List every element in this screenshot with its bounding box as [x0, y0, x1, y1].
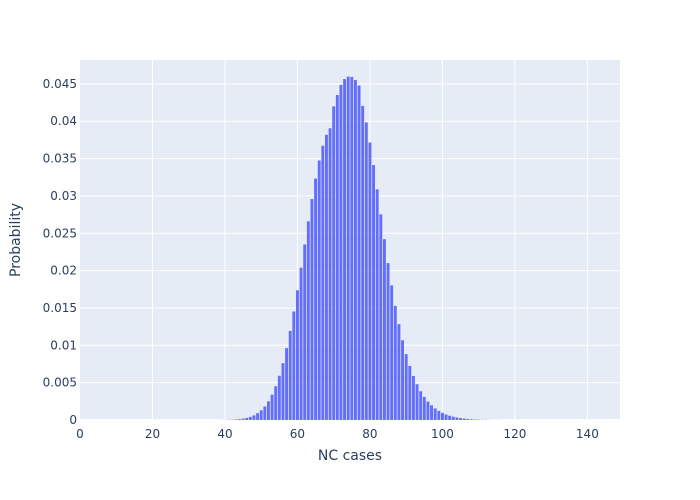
y-tick-label: 0.04: [50, 114, 77, 128]
bar: [451, 416, 455, 420]
y-tick-label: 0.035: [43, 152, 77, 166]
bar: [368, 142, 372, 420]
bar: [288, 330, 292, 420]
bar: [459, 418, 462, 420]
x-axis-title: NC cases: [318, 448, 382, 464]
bar: [372, 165, 376, 420]
y-tick-label: 0.045: [43, 77, 77, 91]
bar: [466, 418, 470, 420]
bar: [462, 418, 466, 420]
bar: [270, 394, 274, 420]
x-tick-label: 40: [217, 427, 232, 441]
bar: [328, 128, 332, 420]
bar: [401, 340, 404, 420]
bar: [448, 415, 452, 420]
y-axis-ticks: 0 0.005 0.01 0.015 0.02 0.025 0.03 0.035 0.04 0.0…: [43, 77, 77, 427]
bar: [234, 419, 238, 420]
bar: [390, 285, 394, 420]
bar: [455, 417, 459, 420]
bar: [321, 145, 325, 420]
y-tick-label: 0.03: [50, 189, 77, 203]
y-tick-label: 0.015: [43, 301, 77, 315]
bar: [353, 80, 357, 420]
bar: [274, 386, 278, 420]
bar: [426, 401, 430, 420]
bar: [238, 419, 241, 420]
bar: [408, 365, 412, 420]
y-tick-label: 0: [69, 413, 77, 427]
y-tick-label: 0.02: [50, 264, 77, 278]
bar: [245, 417, 249, 420]
bar: [267, 401, 270, 420]
x-tick-label: 20: [145, 427, 160, 441]
x-tick-label: 60: [290, 427, 305, 441]
bar: [339, 85, 343, 420]
bar: [382, 239, 386, 420]
bar: [241, 418, 245, 420]
x-tick-label: 80: [362, 427, 377, 441]
y-axis-title: Probability: [8, 203, 24, 277]
bar: [310, 199, 314, 420]
x-tick-label: 0: [76, 427, 84, 441]
bars: [219, 76, 499, 421]
bar: [386, 263, 390, 420]
bar: [346, 76, 350, 421]
x-axis-ticks: 0 20 40 60 80 100 120 140: [76, 427, 599, 441]
bar: [361, 105, 365, 421]
bar: [440, 412, 444, 420]
bar: [469, 419, 473, 420]
bar: [256, 413, 260, 420]
bar: [277, 375, 281, 420]
bar: [375, 189, 379, 420]
bar: [357, 85, 361, 420]
bar: [296, 290, 299, 420]
bar: [364, 122, 368, 421]
bar: [285, 348, 289, 420]
bar: [350, 76, 354, 421]
bar: [404, 354, 408, 420]
bar: [433, 408, 437, 420]
bar: [411, 375, 415, 420]
x-tick-label: 100: [431, 427, 454, 441]
bar: [419, 391, 423, 420]
y-tick-label: 0.005: [43, 376, 77, 390]
bar: [343, 79, 347, 420]
bar: [422, 396, 426, 420]
bar: [335, 95, 339, 420]
bar: [397, 324, 401, 420]
bar: [324, 134, 328, 420]
x-tick-label: 120: [503, 427, 526, 441]
bar: [332, 106, 336, 420]
bar: [314, 178, 318, 420]
bar: [252, 415, 256, 420]
bar: [415, 384, 419, 420]
bar: [393, 305, 397, 420]
bar: [379, 214, 383, 420]
bar: [292, 311, 296, 420]
plot-area: [80, 60, 620, 420]
bar: [281, 363, 285, 420]
bar: [303, 244, 307, 420]
bar: [430, 405, 433, 420]
bar: [299, 267, 303, 420]
bar: [306, 221, 310, 420]
bar: [444, 414, 448, 420]
x-tick-label: 140: [576, 427, 599, 441]
bar: [248, 416, 252, 420]
bar: [437, 410, 441, 420]
bar: [317, 160, 321, 420]
bar: [263, 406, 267, 420]
bar: [259, 410, 263, 420]
bar: [473, 419, 477, 420]
y-tick-label: 0.025: [43, 226, 77, 240]
y-tick-label: 0.01: [50, 338, 77, 352]
